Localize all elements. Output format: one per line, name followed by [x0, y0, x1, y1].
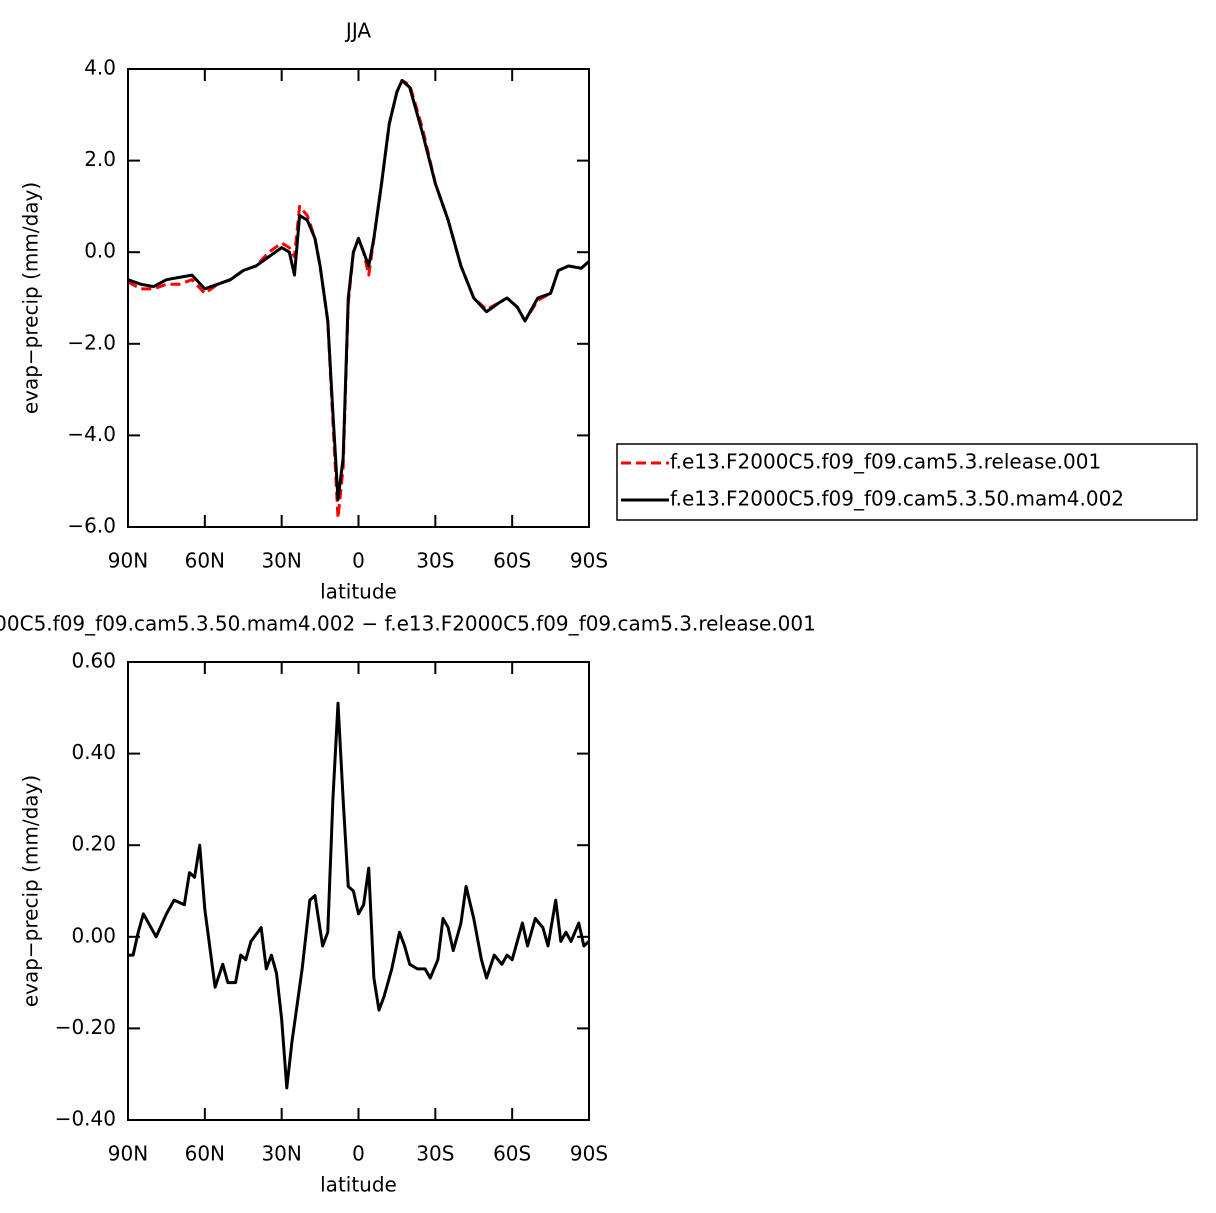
- legend-label: f.e13.F2000C5.f09_f09.cam5.3.50.mam4.002: [670, 487, 1124, 511]
- data-line: [127, 78, 591, 520]
- y-tick-label: 0.20: [71, 832, 116, 856]
- y-tick-label: 2.0: [84, 147, 116, 171]
- y-tick-label: −2.0: [67, 330, 116, 354]
- y-axis-label: evap−precip (mm/day): [19, 182, 43, 414]
- x-tick-label: 90S: [570, 1142, 608, 1166]
- chart-title: f.e13.F2000C5.f09_f09.cam5.3.50.mam4.002…: [0, 612, 816, 636]
- x-tick-label: 90S: [570, 549, 608, 573]
- y-tick-label: 0.40: [71, 740, 116, 764]
- x-axis-label: latitude: [320, 580, 397, 604]
- x-tick-label: 30S: [416, 549, 454, 573]
- x-tick-label: 0: [352, 549, 365, 573]
- y-tick-label: −0.40: [55, 1107, 116, 1131]
- chart-title: JJA: [344, 19, 371, 43]
- x-tick-label: 30N: [261, 549, 301, 573]
- y-tick-label: 0.60: [71, 649, 116, 673]
- data-line: [127, 78, 591, 502]
- x-tick-label: 90N: [108, 549, 148, 573]
- x-tick-label: 30N: [261, 1142, 301, 1166]
- y-tick-label: 0.0: [84, 239, 116, 263]
- x-tick-label: 0: [352, 1142, 365, 1166]
- y-tick-label: −0.20: [55, 1015, 116, 1039]
- x-tick-label: 60S: [493, 549, 531, 573]
- x-axis-label: latitude: [320, 1173, 397, 1197]
- plot-frame: [127, 68, 590, 528]
- y-tick-label: −6.0: [67, 514, 116, 538]
- x-tick-label: 30S: [416, 1142, 454, 1166]
- y-axis-label: evap−precip (mm/day): [19, 775, 43, 1007]
- x-tick-label: 60S: [493, 1142, 531, 1166]
- x-tick-label: 90N: [108, 1142, 148, 1166]
- x-tick-label: 60N: [185, 1142, 225, 1166]
- legend-label: f.e13.F2000C5.f09_f09.cam5.3.release.001: [670, 450, 1101, 474]
- y-tick-label: −4.0: [67, 422, 116, 446]
- legend-box: [616, 443, 1198, 521]
- plot-frame: [127, 661, 590, 1121]
- y-tick-label: 0.00: [71, 923, 116, 947]
- y-tick-label: 4.0: [84, 56, 116, 80]
- x-tick-label: 60N: [185, 549, 225, 573]
- data-line: [128, 701, 591, 1090]
